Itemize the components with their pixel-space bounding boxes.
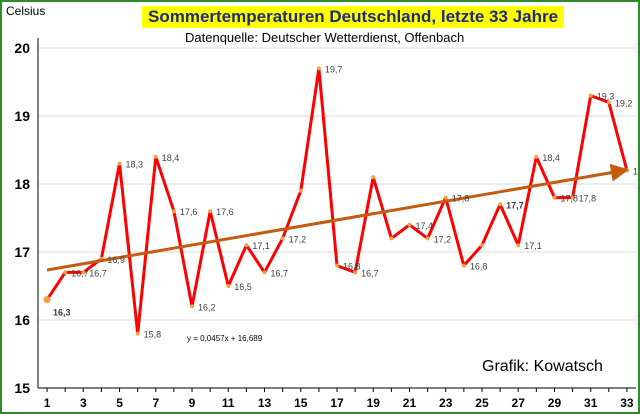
data-point xyxy=(479,243,484,248)
x-tick-label: 17 xyxy=(330,396,344,410)
data-label: 18,4 xyxy=(162,153,180,163)
data-label: 17,8 xyxy=(452,194,470,204)
data-point xyxy=(353,270,358,275)
y-tick-label: 19 xyxy=(14,108,30,124)
x-tick-label: 21 xyxy=(403,396,417,410)
data-point xyxy=(208,209,213,214)
x-tick-label: 33 xyxy=(620,396,634,410)
x-tick-label: 3 xyxy=(80,396,87,410)
data-point xyxy=(371,175,376,180)
data-point xyxy=(81,270,86,275)
data-label: 17,1 xyxy=(252,241,270,251)
y-tick-label: 15 xyxy=(14,380,30,396)
data-point xyxy=(226,284,231,288)
data-point xyxy=(425,236,430,241)
x-tick-label: 25 xyxy=(475,396,489,410)
x-tick-label: 9 xyxy=(189,396,196,410)
x-tick-label: 31 xyxy=(584,396,598,410)
data-point xyxy=(516,243,521,248)
data-label: 16,5 xyxy=(234,282,252,292)
data-point xyxy=(570,195,575,200)
data-point xyxy=(43,296,51,304)
data-point xyxy=(63,270,68,275)
data-point xyxy=(117,161,122,166)
x-tick-label: 19 xyxy=(367,396,381,410)
data-label: 19,7 xyxy=(325,64,343,74)
data-point xyxy=(624,168,629,173)
data-point xyxy=(171,209,176,214)
data-point xyxy=(298,188,303,193)
data-label: 17,2 xyxy=(289,234,307,244)
series-line xyxy=(45,66,629,336)
data-label: 17,6 xyxy=(216,207,234,217)
data-point xyxy=(534,154,539,159)
data-point xyxy=(498,202,503,207)
x-tick-label: 15 xyxy=(294,396,308,410)
data-label: 16,7 xyxy=(89,268,107,278)
x-tick-label: 5 xyxy=(116,396,123,410)
trend-equation: y = 0,0457x + 16,689 xyxy=(187,334,263,343)
data-point xyxy=(588,93,593,98)
data-label: 16,7 xyxy=(361,268,379,278)
data-label: 17,7 xyxy=(506,200,524,210)
data-point xyxy=(244,243,249,248)
data-point xyxy=(443,195,448,200)
data-label: 16,2 xyxy=(198,302,216,312)
y-tick-label: 16 xyxy=(14,312,30,328)
data-point xyxy=(262,270,267,275)
x-tick-label: 1 xyxy=(44,396,51,410)
data-label: 17,8 xyxy=(560,194,578,204)
x-tick-label: 11 xyxy=(222,396,235,410)
data-label: 19,2 xyxy=(615,98,633,108)
data-point xyxy=(135,331,140,336)
data-label: 16,7 xyxy=(71,268,89,278)
data-point xyxy=(552,195,557,200)
x-tick-label: 13 xyxy=(258,396,272,410)
data-label: 18,2 xyxy=(633,166,638,176)
data-label: 16,8 xyxy=(470,262,488,272)
data-label: 16,3 xyxy=(53,308,71,318)
data-label: 17,8 xyxy=(579,194,597,204)
chart-subtitle: Datenquelle: Deutscher Wetterdienst, Off… xyxy=(185,30,465,45)
data-label: 19,3 xyxy=(597,92,615,102)
data-label: 17,4 xyxy=(415,221,433,231)
data-point xyxy=(335,263,339,268)
data-point xyxy=(606,100,611,105)
data-label: 18,3 xyxy=(126,160,144,170)
y-tick-label: 17 xyxy=(14,244,30,260)
data-label: 17,6 xyxy=(180,207,198,217)
credit-label: Grafik: Kowatsch xyxy=(482,358,603,375)
data-point xyxy=(190,304,195,309)
y-tick-label: 18 xyxy=(14,176,30,192)
trend-line xyxy=(46,163,629,272)
x-tick-label: 29 xyxy=(548,396,562,410)
y-tick-label: 20 xyxy=(14,40,30,56)
data-label: 16,9 xyxy=(107,255,125,265)
data-point xyxy=(280,236,285,241)
data-label: 15,8 xyxy=(144,330,162,340)
data-point xyxy=(407,222,412,227)
x-tick-label: 23 xyxy=(439,396,453,410)
data-point xyxy=(153,154,158,159)
data-point xyxy=(389,236,394,241)
data-point xyxy=(461,263,466,268)
chart-title: Sommertemperaturen Deutschland, letzte 3… xyxy=(142,6,565,28)
data-label: 18,4 xyxy=(542,153,560,163)
data-label: 16,8 xyxy=(343,262,361,272)
x-tick-label: 27 xyxy=(512,396,526,410)
data-label: 17,1 xyxy=(524,241,542,251)
data-label: 16,7 xyxy=(271,268,289,278)
data-label: 17,2 xyxy=(434,234,452,244)
data-point xyxy=(316,66,321,71)
x-tick-label: 7 xyxy=(152,396,159,410)
y-axis-label: Celsius xyxy=(6,4,46,18)
